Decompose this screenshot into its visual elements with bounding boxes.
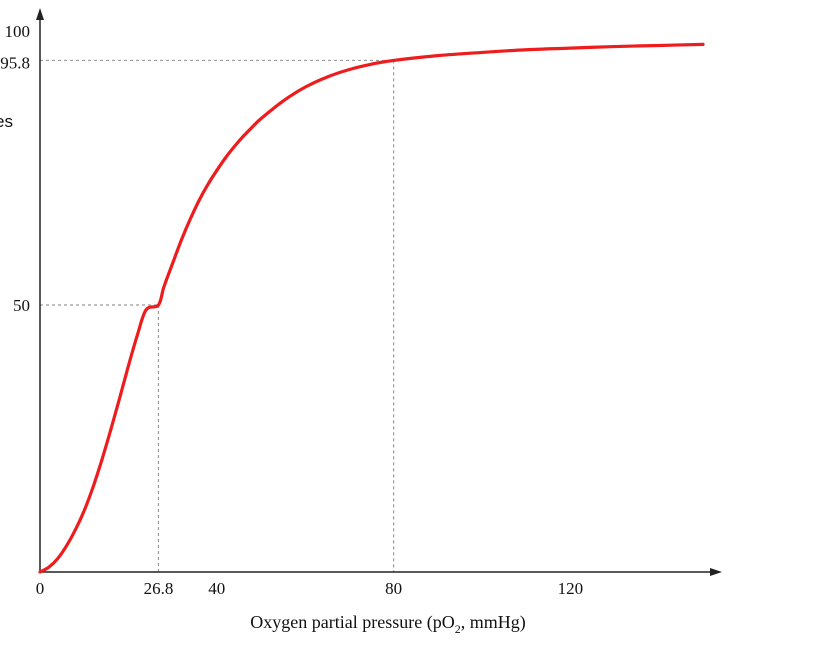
x-tick-label-4: 120: [558, 579, 584, 598]
x-axis-title-subscript: 2: [455, 622, 461, 636]
x-axis-title-tail: , mmHg): [461, 612, 526, 633]
x-tick-label-0: 0: [36, 579, 45, 598]
y-tick-label-1: 95.8: [0, 53, 30, 72]
y-tick-label-2: 100: [5, 22, 31, 41]
axes: [36, 8, 722, 576]
y-axis-label-fragment: es: [0, 112, 13, 131]
y-axis-arrowhead: [36, 8, 44, 20]
x-tick-label-3: 80: [385, 579, 402, 598]
x-axis-arrowhead: [710, 568, 722, 576]
tick-labels: 0 26.8 40 80 120 50 95.8 100: [0, 22, 583, 598]
x-axis-title: Oxygen partial pressure (pO2, mmHg): [250, 612, 525, 636]
x-tick-label-2: 40: [208, 579, 225, 598]
reference-lines: [40, 59, 395, 572]
x-axis-title-main: Oxygen partial pressure (pO: [250, 612, 454, 633]
x-tick-label-1: 26.8: [144, 579, 174, 598]
curve-layer: [38, 42, 705, 574]
y-tick-label-0: 50: [13, 296, 30, 315]
saturation-curve-line-0: [38, 42, 705, 574]
